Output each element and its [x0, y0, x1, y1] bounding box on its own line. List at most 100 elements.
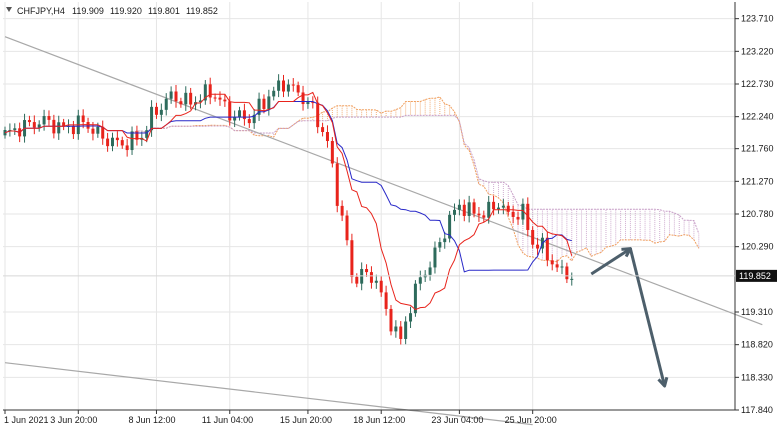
x-tick-label: 3 Jun 20:00	[50, 415, 97, 425]
candle-body	[233, 117, 237, 121]
y-tick-label: 121.270	[741, 176, 774, 186]
candle-body	[418, 277, 422, 284]
candle-body	[169, 91, 173, 99]
candle-body	[267, 96, 271, 109]
candle-body	[101, 126, 105, 139]
candle-body	[135, 131, 139, 140]
candle-body	[492, 201, 496, 210]
candle-body	[355, 276, 359, 284]
candle-body	[443, 238, 447, 243]
candle-body	[404, 321, 408, 339]
candle-body	[218, 97, 222, 100]
candle-body	[145, 130, 149, 138]
candle-body	[150, 106, 154, 131]
candle-body	[526, 203, 530, 230]
candle-body	[316, 102, 320, 128]
candle-body	[448, 214, 452, 239]
candle-body	[106, 138, 110, 147]
candle-body	[242, 110, 246, 120]
candle-body	[384, 292, 388, 309]
candle-body	[164, 98, 168, 110]
candle-body	[399, 326, 403, 339]
candle-body	[213, 97, 217, 99]
y-tick-label: 119.310	[741, 307, 773, 317]
candle-body	[345, 215, 349, 241]
tenkan-sen-line	[4, 91, 573, 311]
y-tick-label: 117.840	[741, 405, 773, 415]
candle-body	[531, 229, 535, 245]
candle-body	[27, 120, 31, 123]
candle-body	[198, 100, 202, 103]
candle-body	[457, 204, 461, 210]
open-value: 119.909	[72, 6, 104, 16]
candle-body	[262, 98, 266, 109]
candle-body	[350, 240, 354, 277]
y-tick-label: 118.330	[741, 372, 773, 382]
candle-body	[477, 213, 481, 216]
candle-body	[252, 114, 256, 124]
candle-body	[565, 266, 569, 280]
candle-body	[223, 99, 227, 102]
candle-body	[521, 203, 525, 220]
candle-body	[203, 84, 207, 101]
candle-body	[301, 92, 305, 105]
candle-body	[409, 313, 413, 322]
candle-body	[340, 205, 344, 216]
candle-body	[125, 145, 129, 151]
x-tick-label: 8 Jun 12:00	[128, 415, 175, 425]
candle-body	[130, 131, 134, 151]
x-tick-label: 25 Jun 20:00	[505, 415, 557, 425]
candle-body	[394, 326, 398, 332]
candle-body	[154, 106, 158, 115]
candle-body	[257, 98, 261, 115]
low-value: 119.801	[148, 6, 180, 16]
current-price-label: 119.852	[739, 271, 771, 281]
x-tick-label: 15 Jun 20:00	[280, 415, 332, 425]
candle-body	[277, 80, 281, 91]
x-tick-label: 18 Jun 12:00	[353, 415, 405, 425]
candle-body	[433, 247, 437, 268]
forecast-arrow	[590, 247, 669, 388]
x-tick-label: 1 Jun 2021	[4, 415, 49, 425]
candle-body	[238, 110, 242, 118]
candle-body	[389, 308, 393, 332]
candle-body	[496, 207, 500, 210]
candle-body	[467, 202, 471, 216]
candle-body	[47, 116, 51, 120]
x-tick-label: 23 Jun 04:00	[431, 415, 483, 425]
channel-lower-line	[4, 362, 533, 426]
candle-body	[115, 137, 119, 141]
candle-body	[545, 237, 549, 261]
candle-body	[91, 128, 95, 134]
candle-body	[365, 269, 369, 273]
candle-body	[37, 124, 41, 128]
y-tick-label: 118.820	[741, 340, 773, 350]
candle-body	[472, 202, 476, 214]
candle-body	[184, 92, 188, 105]
candle-body	[272, 90, 276, 97]
candle-body	[57, 122, 61, 134]
y-tick-label: 120.780	[741, 209, 774, 219]
candle-body	[516, 216, 520, 220]
candle-body	[321, 127, 325, 133]
candle-body	[325, 132, 329, 142]
candle-body	[311, 102, 315, 104]
candle-body	[379, 280, 383, 293]
senkou-span-b-line	[131, 114, 700, 234]
candle-body	[296, 85, 300, 93]
candle-body	[291, 84, 295, 86]
current-price-badge	[736, 269, 777, 282]
candle-body	[550, 260, 554, 265]
candle-body	[42, 116, 46, 125]
candle-body	[330, 141, 334, 164]
candle-body	[179, 101, 183, 105]
candle-body	[281, 80, 285, 92]
candle-body	[536, 244, 540, 249]
candle-body	[487, 201, 491, 218]
y-tick-label: 121.760	[741, 144, 774, 154]
y-tick-label: 122.730	[741, 79, 774, 89]
collapse-triangle-icon[interactable]	[6, 7, 12, 12]
candle-body	[159, 109, 163, 115]
y-tick-label: 120.290	[741, 242, 774, 252]
